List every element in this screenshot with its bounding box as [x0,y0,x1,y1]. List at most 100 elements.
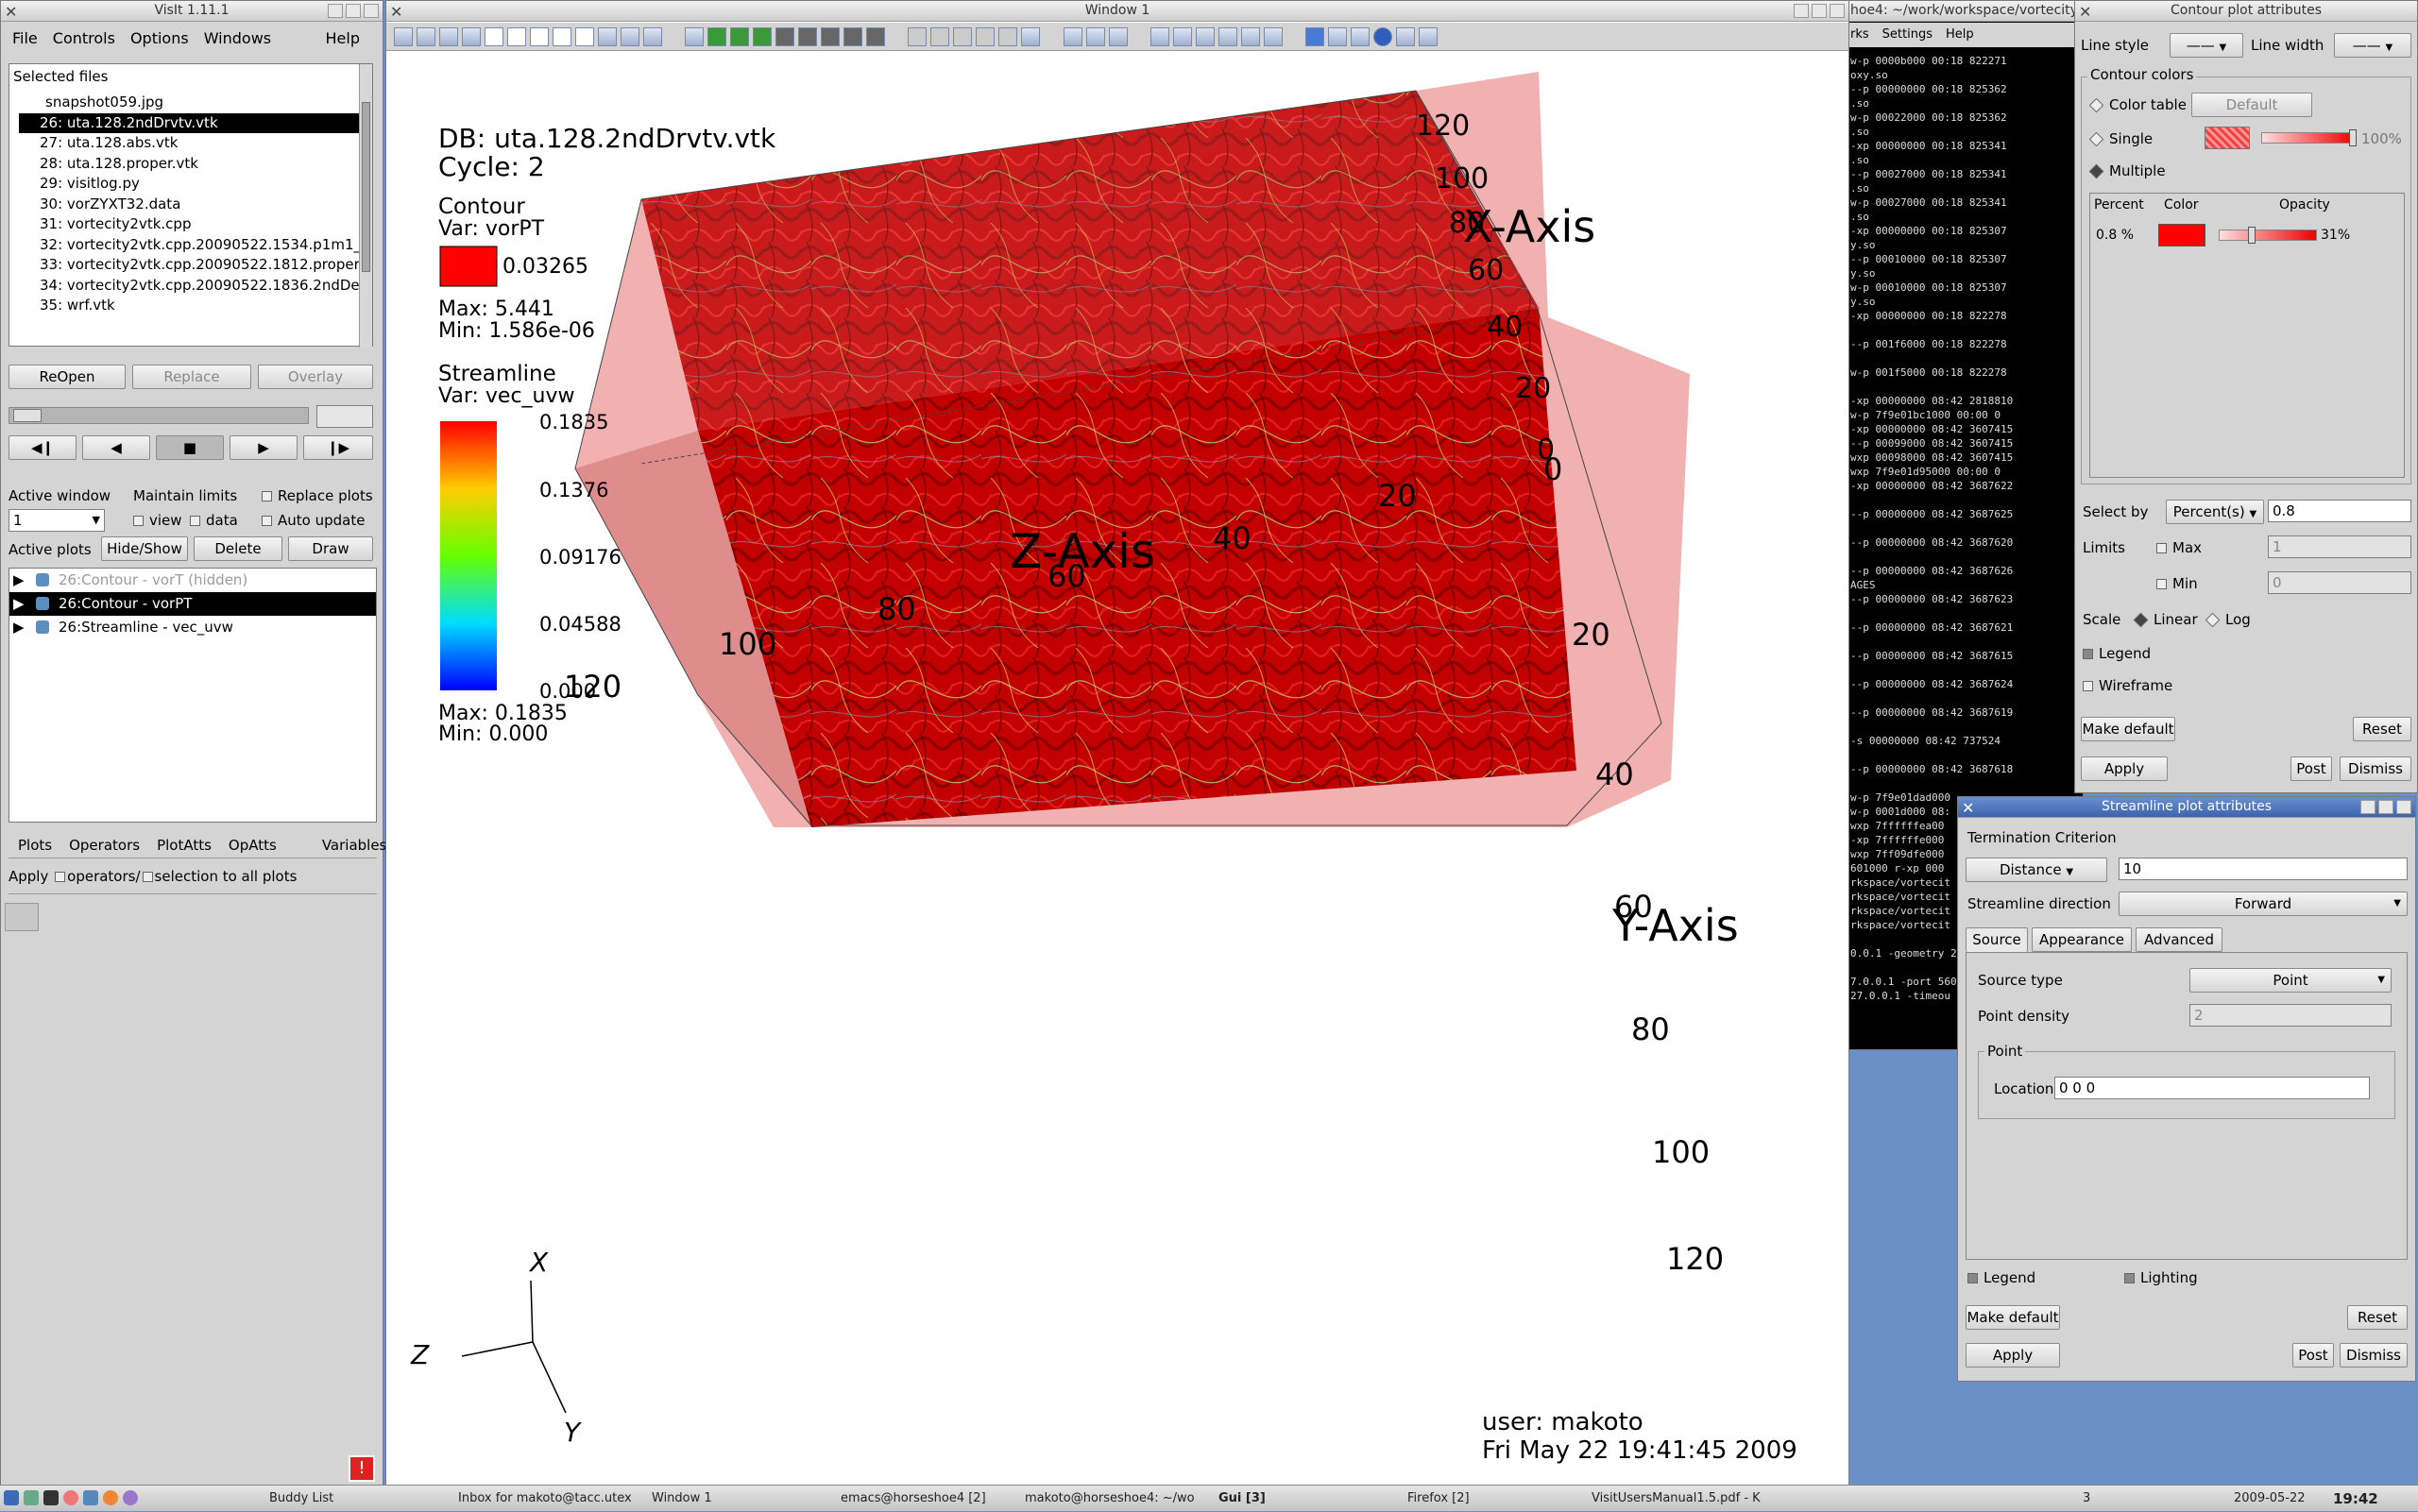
opacity-slider-thumb[interactable] [2248,227,2256,244]
minimize-icon[interactable] [328,4,343,18]
sphere-tool-icon[interactable] [1372,26,1392,46]
prev-frame-icon[interactable] [930,26,950,46]
close-window-icon[interactable] [1830,4,1845,18]
dismiss-button[interactable]: Dismiss [2340,756,2411,781]
terminal-menu-item[interactable]: rks [1850,27,1869,42]
step-back-button[interactable]: ◀❙ [9,435,77,460]
single-color-swatch[interactable] [2205,127,2250,149]
clone-window-icon[interactable] [417,26,435,46]
max-limit-input[interactable]: 1 [2268,535,2411,558]
tab-variables[interactable]: Variables [321,837,387,854]
multiple-radio[interactable]: Multiple [2088,162,2166,179]
lock-view-icon[interactable] [598,26,617,46]
line-tool-icon[interactable] [1327,26,1347,46]
box-icon[interactable] [685,26,705,46]
tab-opatts[interactable]: OpAtts [228,837,277,854]
legend-checkbox[interactable]: Legend [1967,1269,2035,1286]
stop-icon[interactable] [953,26,973,46]
email-icon[interactable] [83,1490,98,1505]
workspace-indicator[interactable]: 3 [2083,1491,2091,1505]
home-icon[interactable] [24,1490,39,1505]
tab-advanced[interactable]: Advanced [2136,927,2222,952]
taskbar-item[interactable]: Inbox for makoto@tacc.utex [458,1491,632,1505]
file-item[interactable]: 34: vortecity2vtk.cpp.20090522.1836.2ndD… [40,276,363,294]
color-table-radio[interactable]: Color table [2088,96,2187,113]
terminal-icon[interactable] [43,1490,59,1505]
taskbar-item[interactable]: emacs@horseshoe4 [2] [841,1491,986,1505]
pidgin-icon[interactable] [123,1490,138,1505]
layout-4-icon[interactable] [530,26,549,46]
file-item[interactable]: 33: vortecity2vtk.cpp.20090522.1812.prop… [40,256,360,273]
post-button[interactable]: Post [2290,756,2332,781]
maximize-icon[interactable] [1812,4,1827,18]
legend-checkbox[interactable]: Legend [2083,645,2151,662]
direction-select[interactable]: Forward ▼ [2119,892,2408,916]
line-style-select[interactable]: —— ▼ [2170,33,2243,58]
play-backward-button[interactable]: ◀ [82,435,150,460]
hide-show-button[interactable]: Hide/Show [101,536,188,561]
checkbox-icon[interactable] [55,872,66,882]
main-titlebar[interactable]: ✕ VisIt 1.11.1 [1,1,383,22]
expand-icon[interactable]: ▶ [13,619,25,636]
lock-time-icon[interactable] [621,26,639,46]
row-color-swatch[interactable] [2158,224,2205,246]
file-item[interactable]: snapshot059.jpg [45,93,164,110]
maintain-view-checkbox[interactable]: view [133,512,182,529]
maintain-data-checkbox[interactable]: data [190,512,238,529]
close-window-icon[interactable] [2396,800,2411,814]
close-icon[interactable]: ✕ [390,3,403,21]
menu-file[interactable]: File [12,29,38,47]
termination-value-input[interactable]: 10 [2119,858,2408,880]
plot-icon[interactable] [798,26,818,46]
taskbar-item[interactable]: VisitUsersManual1.5.pdf - K [1592,1491,1761,1505]
file-item[interactable]: 31: vortecity2vtk.cpp [40,215,192,232]
auto-update-checkbox[interactable]: Auto update [262,512,365,529]
close-icon[interactable]: ✕ [2079,3,2092,21]
max-limit-checkbox[interactable]: Max [2156,539,2202,556]
apply-button[interactable]: Apply [2081,756,2168,781]
single-opacity-slider[interactable] [2261,129,2357,146]
min-limit-checkbox[interactable]: Min [2156,575,2198,592]
tab-appearance[interactable]: Appearance [2032,927,2132,952]
streamline-atts-titlebar[interactable]: ✕ Streamline plot attributes [1958,797,2415,818]
last-frame-icon[interactable] [998,26,1018,46]
line-width-select[interactable]: —— ▼ [2334,33,2411,58]
default-colortable-button[interactable]: Default [2191,93,2312,117]
plot-canvas[interactable]: DB: uta.128.2ndDrvtv.vtk Cycle: 2 Contou… [386,53,1848,1487]
close-icon[interactable]: ✕ [1962,799,1975,817]
time-slider[interactable] [9,407,309,424]
viewer-titlebar[interactable]: ✕ Window 1 [386,1,1848,22]
taskbar-item[interactable]: Firefox [2] [1407,1491,1470,1505]
lighting-icon[interactable] [1063,26,1082,46]
tab-plots[interactable]: Plots [18,837,53,854]
new-window-icon[interactable] [394,26,413,46]
browser-icon[interactable] [63,1490,78,1505]
file-list-scrollbar[interactable] [359,64,372,348]
plot-item[interactable]: ▶ 26:Streamline - vec_uvw [9,616,376,639]
zone-pick-icon[interactable] [1195,26,1215,46]
overlay-button[interactable]: Overlay [258,365,373,389]
first-frame-icon[interactable] [908,26,928,46]
file-item[interactable]: 27: uta.128.abs.vtk [40,134,179,151]
splitter[interactable] [9,893,377,897]
termination-type-select[interactable]: Distance ▼ [1966,858,2107,882]
pick-icon[interactable] [1263,26,1283,46]
warning-icon[interactable]: ! [349,1455,375,1482]
zoom-icon[interactable] [1218,26,1237,46]
make-default-button[interactable]: Make default [2081,717,2175,741]
row-opacity-slider[interactable] [2219,227,2317,244]
file-item[interactable]: 35: wrf.vtk [40,297,115,314]
file-item[interactable]: 32: vortecity2vtk.cpp.20090522.1534.p1m1… [40,235,363,253]
view-icon[interactable] [1085,26,1105,46]
wireframe-checkbox[interactable]: Wireframe [2083,677,2172,694]
copy-window-icon[interactable] [439,26,458,46]
plot-icon[interactable] [707,26,727,46]
plane-tool-icon[interactable] [1350,26,1370,46]
select-by-dropdown[interactable]: Percent(s) ▼ [2166,500,2264,524]
draw-button[interactable]: Draw [288,536,373,561]
file-item[interactable]: 28: uta.128.proper.vtk [40,154,198,172]
close-window-icon[interactable] [364,4,379,18]
location-input[interactable]: 0 0 0 [2054,1077,2370,1099]
source-type-select[interactable]: Point ▼ [2189,968,2392,993]
min-limit-input[interactable]: 0 [2268,571,2411,594]
